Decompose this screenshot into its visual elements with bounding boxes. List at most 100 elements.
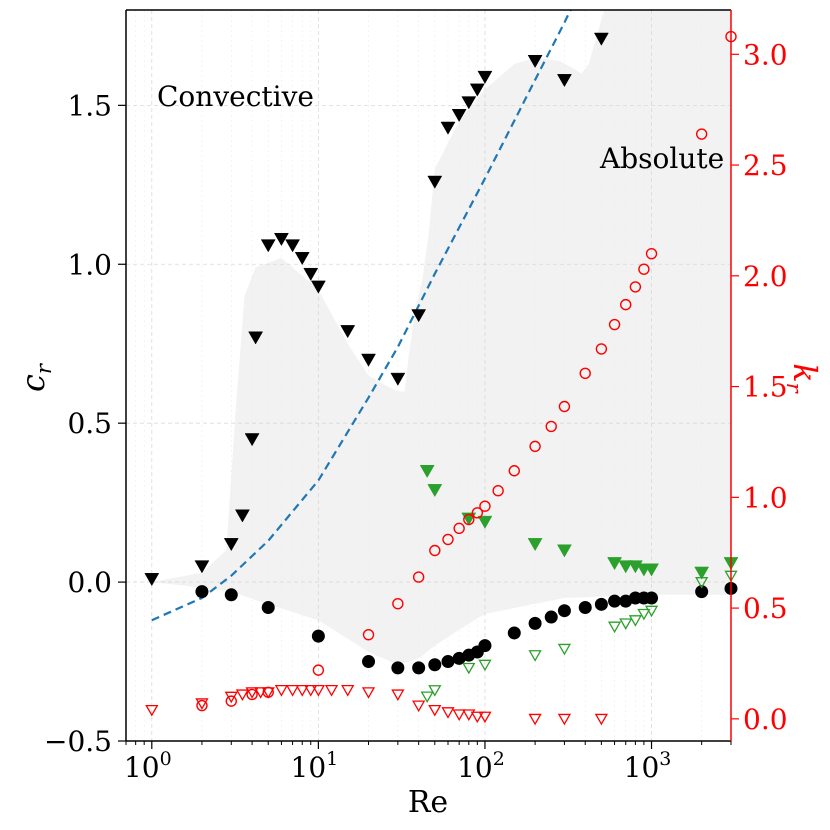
black-triangles-point (144, 573, 160, 587)
red-open-triangles-point (361, 687, 376, 699)
green-filled-triangles-point (556, 544, 572, 558)
axes-layer: 100 101 102 103−0.50.00.51.01.50.00.51.01.5… (44, 9, 788, 784)
black-circles-point (645, 591, 659, 605)
absolute-region (151, 10, 731, 665)
y-right-tick-label: 0.0 (743, 703, 788, 736)
red-open-triangles-point (274, 685, 289, 697)
black-triangles-point (440, 121, 456, 135)
black-circles-point (557, 604, 571, 618)
x-tick-label-base: 10 (124, 751, 160, 784)
green-filled-triangles-point (694, 566, 710, 580)
red-open-triangles-point (195, 698, 209, 710)
x-tick-label-exponent: 2 (493, 748, 505, 770)
black-circles-point (507, 626, 521, 640)
red-open-circles-point (442, 533, 454, 546)
y-axis-label-right-sub: r (782, 383, 806, 395)
green-filled-triangles-point (607, 557, 623, 571)
black-triangles-point (427, 175, 443, 189)
green-filled-triangles-point (527, 538, 543, 552)
y-left-tick-label: 0.0 (67, 566, 112, 599)
black-circles-point (608, 594, 622, 608)
y-right-tick-label: 0.5 (743, 592, 788, 625)
red-open-triangles-point (285, 685, 300, 697)
red-open-triangles-point (341, 685, 355, 697)
red-open-circles-point (508, 465, 520, 477)
black-triangles-point (194, 560, 210, 574)
black-circles-point (695, 585, 709, 599)
black-triangles-point (273, 232, 289, 246)
black-triangles-point (556, 74, 572, 88)
green-open-triangles-point (607, 621, 622, 634)
black-triangles-point (285, 239, 301, 253)
black-triangles-point (527, 55, 543, 69)
red-open-triangles-point (145, 704, 159, 717)
green-open-triangles-point (420, 691, 434, 704)
data-points-layer (144, 30, 739, 726)
series-red-open-triangles (145, 685, 609, 726)
black-circles-point (362, 655, 376, 669)
y-left-tick-label: 1.0 (67, 248, 112, 281)
black-triangles-point (469, 83, 485, 97)
x-tick-label: 100 (124, 748, 172, 784)
dashed-curve (151, 10, 572, 622)
red-open-circles-point (412, 571, 425, 583)
red-open-triangles-point (478, 711, 492, 724)
green-filled-triangles-point (419, 464, 435, 479)
red-open-circles-point (392, 597, 404, 610)
dashed-curve-layer (151, 10, 572, 622)
y-axis-label-right-main: k (786, 363, 824, 382)
black-triangles-point (461, 96, 477, 110)
x-tick-label-base: 10 (624, 751, 660, 784)
absolute-region-layer (151, 10, 731, 665)
y-left-tick-label: 1.5 (67, 89, 112, 122)
black-triangles-point (390, 372, 406, 386)
red-open-circles-point (620, 298, 632, 311)
x-tick-label: 102 (457, 748, 505, 784)
x-tick-label: 101 (291, 748, 339, 784)
x-axis-label: Re (408, 785, 448, 820)
black-circles-point (594, 597, 608, 611)
black-triangles-point (248, 331, 264, 345)
black-circles-point (578, 601, 592, 615)
red-open-circles-point (479, 500, 491, 512)
black-circles-point (428, 658, 442, 672)
black-triangles-point (223, 538, 239, 552)
red-open-triangles-point (452, 709, 466, 721)
red-open-triangles-point (235, 689, 250, 702)
black-circles-point (224, 588, 238, 602)
black-triangles-point (477, 70, 493, 84)
x-tick-label-exponent: 0 (160, 748, 172, 770)
red-open-circles-point (645, 247, 658, 260)
y-right-tick-label: 1.0 (743, 481, 788, 514)
black-circles-point (261, 601, 275, 615)
red-open-triangles-point (224, 691, 238, 704)
red-open-circles-point (595, 343, 608, 355)
green-open-triangles-point (619, 618, 633, 630)
red-open-triangles-point (295, 685, 309, 697)
red-open-circles-point (545, 420, 557, 433)
red-open-triangles-point (412, 700, 426, 713)
red-open-circles-point (312, 664, 325, 676)
red-open-circles-point (529, 440, 541, 453)
red-open-circles-point (471, 507, 484, 519)
y-right-tick-label: 2.5 (743, 149, 788, 182)
y-axis-label-right: kr (782, 363, 824, 394)
black-circles-point (528, 616, 542, 630)
black-circles-point (391, 661, 405, 675)
red-open-triangles-point (594, 713, 609, 726)
red-open-triangles-point (428, 704, 442, 717)
black-triangles-point (234, 509, 250, 523)
black-triangles-point (294, 252, 310, 266)
black-triangles-point (244, 433, 260, 447)
red-open-circles-point (463, 513, 475, 526)
black-circles-point (195, 585, 209, 599)
x-tick-label-exponent: 1 (326, 748, 338, 770)
black-triangles-point (340, 325, 356, 339)
red-open-circles-point (453, 522, 465, 535)
green-filled-triangles-point (618, 560, 634, 574)
series-black-circles (195, 581, 738, 675)
black-triangles-point (310, 280, 326, 294)
annotation-absolute: Absolute (599, 142, 724, 175)
red-open-triangles-point (324, 685, 339, 697)
